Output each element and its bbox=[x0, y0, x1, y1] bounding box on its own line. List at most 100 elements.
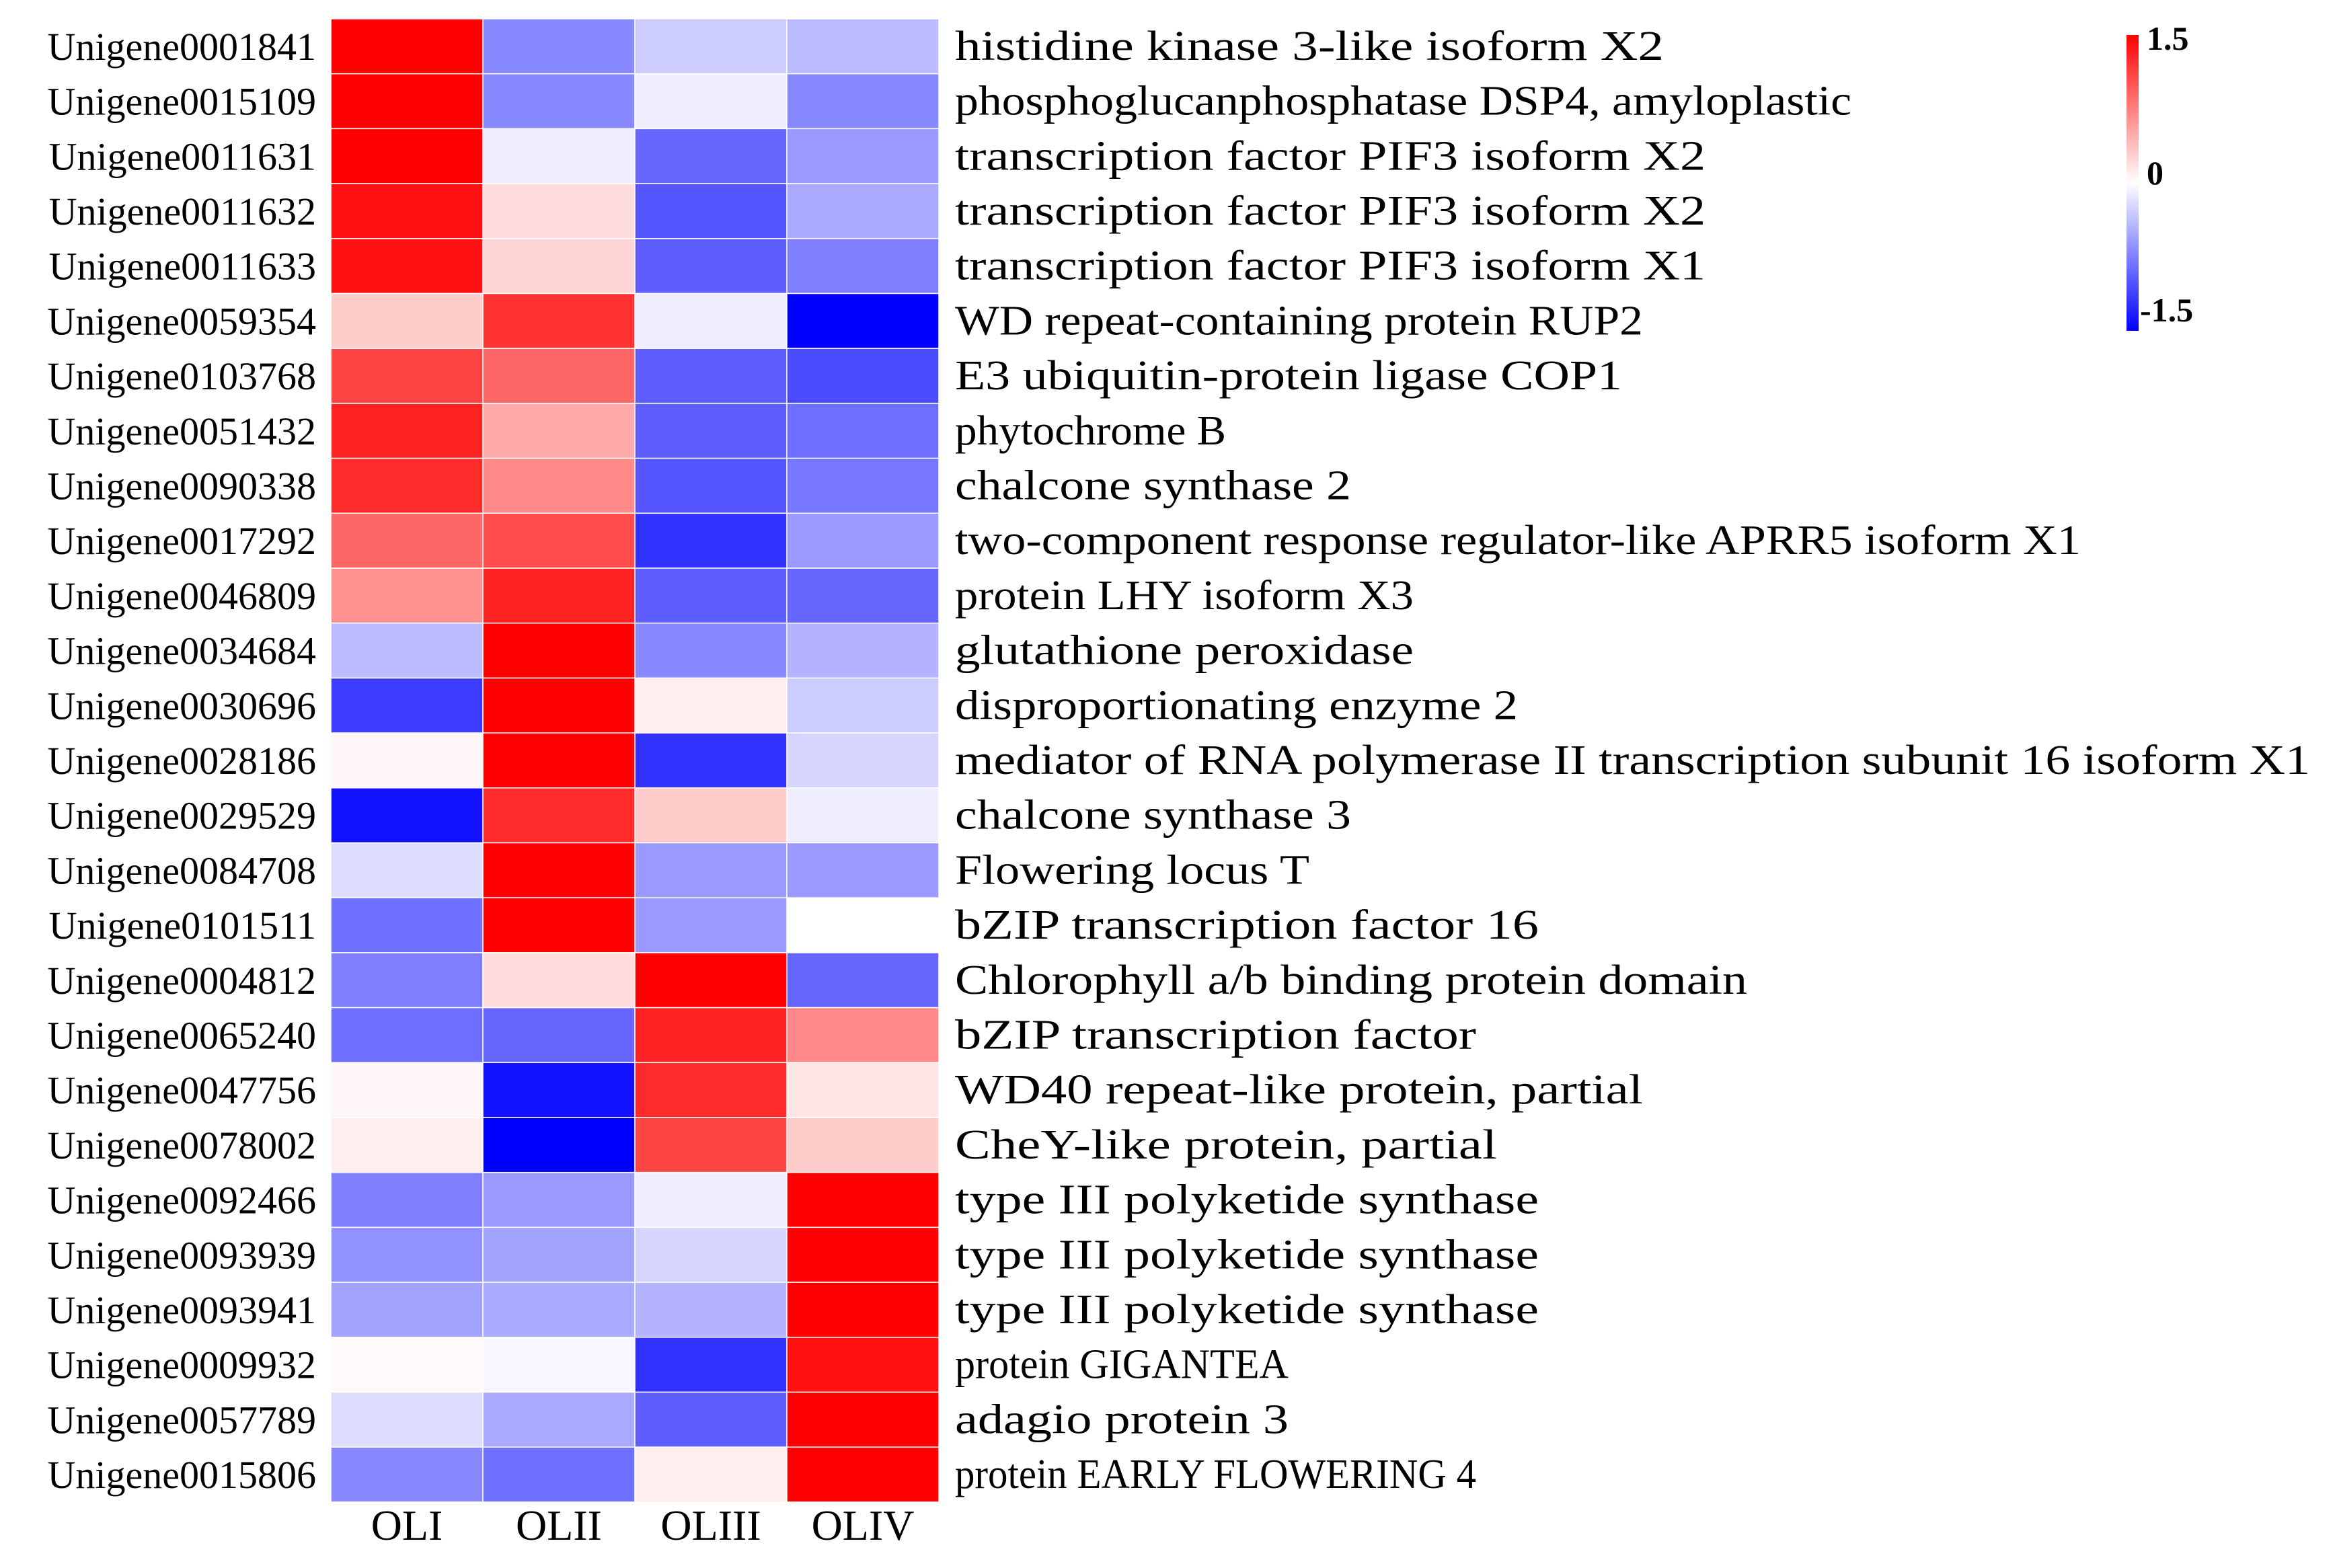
heatmap-cell bbox=[786, 677, 940, 734]
heatmap-cell bbox=[330, 73, 484, 130]
annotation-label: protein EARLY FLOWERING 4 bbox=[955, 1452, 1476, 1497]
heatmap-cell bbox=[482, 512, 636, 569]
annotation-label: chalcone synthase 2 bbox=[955, 463, 1351, 508]
row-label: Unigene0015109 bbox=[48, 80, 317, 124]
annotation-label: two-component response regulator-like AP… bbox=[955, 518, 2081, 563]
heatmap-cell bbox=[482, 787, 636, 844]
heatmap-cell bbox=[634, 512, 788, 569]
heatmap-cell bbox=[786, 1117, 940, 1173]
heatmap-cell bbox=[482, 1117, 636, 1173]
heatmap-cell bbox=[330, 1062, 484, 1118]
heatmap-cell bbox=[482, 1337, 636, 1393]
heatmap-cell bbox=[482, 457, 636, 514]
row-label: Unigene0084708 bbox=[48, 849, 317, 892]
heatmap-cell bbox=[786, 1062, 940, 1118]
annotation-label: mediator of RNA polymerase II transcript… bbox=[955, 738, 2310, 783]
heatmap-cell bbox=[330, 1337, 484, 1393]
annotation-label: disproportionating enzyme 2 bbox=[955, 682, 1518, 728]
heatmap-cell bbox=[786, 183, 940, 239]
heatmap-cell bbox=[482, 1171, 636, 1228]
heatmap-cell bbox=[482, 1062, 636, 1118]
row-label: Unigene0001841 bbox=[48, 25, 317, 69]
heatmap-cell bbox=[330, 622, 484, 679]
annotation-label: type III polyketide synthase bbox=[955, 1287, 1539, 1333]
heatmap-cell bbox=[634, 292, 788, 349]
heatmap-cell bbox=[482, 842, 636, 898]
heatmap-cell bbox=[330, 1226, 484, 1283]
heatmap-cell bbox=[482, 73, 636, 130]
heatmap-cell bbox=[786, 1226, 940, 1283]
heatmap-cell bbox=[786, 622, 940, 679]
heatmap-cell bbox=[330, 1282, 484, 1338]
heatmap-cell bbox=[330, 18, 484, 75]
heatmap-cell bbox=[634, 128, 788, 184]
heatmap-cell bbox=[786, 1007, 940, 1064]
heatmap-cell bbox=[786, 512, 940, 569]
heatmap-cell bbox=[330, 1446, 484, 1503]
heatmap-cell bbox=[786, 897, 940, 953]
heatmap-cell bbox=[482, 732, 636, 789]
heatmap-cell bbox=[330, 457, 484, 514]
row-label: Unigene0093941 bbox=[48, 1288, 317, 1332]
heatmap-cell bbox=[634, 952, 788, 1009]
heatmap-cell bbox=[634, 1062, 788, 1118]
heatmap-cell bbox=[482, 897, 636, 953]
row-label: Unigene0017292 bbox=[48, 519, 317, 563]
row-label: Unigene0065240 bbox=[48, 1013, 317, 1057]
column-label: OLIV bbox=[812, 1501, 915, 1549]
heatmap-cell bbox=[634, 567, 788, 624]
heatmap-cell bbox=[330, 787, 484, 844]
annotation-label: WD40 repeat-like protein, partial bbox=[955, 1067, 1643, 1113]
heatmap-cell bbox=[330, 403, 484, 459]
annotation-label: type III polyketide synthase bbox=[955, 1232, 1539, 1278]
row-label: Unigene0011632 bbox=[49, 190, 316, 233]
row-label: Unigene0011633 bbox=[49, 245, 316, 288]
annotation-label: Chlorophyll a/b binding protein domain bbox=[955, 957, 1747, 1003]
heatmap-cell bbox=[482, 238, 636, 295]
heatmap-cell bbox=[330, 732, 484, 789]
heatmap-cell bbox=[330, 1007, 484, 1064]
annotation-label: E3 ubiquitin-protein ligase COP1 bbox=[955, 353, 1622, 399]
heatmap-cell bbox=[634, 1171, 788, 1228]
heatmap-cell bbox=[482, 292, 636, 349]
annotation-label: CheY-like protein, partial bbox=[955, 1122, 1497, 1168]
heatmap-cell bbox=[786, 1171, 940, 1228]
heatmap-cell bbox=[786, 348, 940, 404]
heatmap-cell bbox=[482, 183, 636, 239]
row-label: Unigene0101511 bbox=[49, 904, 316, 947]
heatmap-cell bbox=[786, 1282, 940, 1338]
heatmap-cell bbox=[330, 512, 484, 569]
column-label: OLI bbox=[371, 1501, 443, 1549]
heatmap-cell bbox=[634, 348, 788, 404]
annotation-label: phytochrome B bbox=[955, 408, 1226, 454]
heatmap-cell bbox=[786, 403, 940, 459]
annotation-label: bZIP transcription factor bbox=[955, 1012, 1476, 1058]
annotation-label: transcription factor PIF3 isoform X2 bbox=[955, 188, 1706, 234]
row-label: Unigene0103768 bbox=[48, 354, 317, 398]
heatmap-cell bbox=[634, 677, 788, 734]
annotation-label: glutathione peroxidase bbox=[955, 628, 1414, 674]
row-labels: Unigene0001841 Unigene0015109 Unigene00116… bbox=[48, 25, 317, 1497]
heatmap-cell bbox=[330, 128, 484, 184]
annotation-label: transcription factor PIF3 isoform X1 bbox=[955, 243, 1706, 289]
row-label: Unigene0092466 bbox=[48, 1179, 317, 1222]
column-labels: OLI OLII OLIII OLIV bbox=[371, 1501, 915, 1549]
heatmap-cell bbox=[330, 183, 484, 239]
heatmap-cell bbox=[330, 897, 484, 953]
heatmap-cell bbox=[634, 1117, 788, 1173]
heatmap-cell bbox=[786, 457, 940, 514]
heatmap-cell bbox=[330, 292, 484, 349]
color-scale-mid-label: 0 bbox=[2147, 154, 2164, 192]
annotation-label: protein LHY isoform X3 bbox=[955, 573, 1414, 619]
heatmap-cell bbox=[330, 677, 484, 734]
column-label: OLII bbox=[516, 1501, 602, 1549]
heatmap-cell bbox=[482, 1226, 636, 1283]
annotation-labels: histidine kinase 3-like isoform X2 phosph… bbox=[955, 24, 2310, 1497]
heatmap-cell bbox=[634, 1007, 788, 1064]
heatmap-cells bbox=[330, 18, 940, 1503]
heatmap-cell bbox=[330, 1391, 484, 1448]
heatmap-cell bbox=[634, 1282, 788, 1338]
heatmap-cell bbox=[786, 732, 940, 789]
row-label: Unigene0034684 bbox=[48, 629, 317, 673]
heatmap-cell bbox=[482, 1282, 636, 1338]
